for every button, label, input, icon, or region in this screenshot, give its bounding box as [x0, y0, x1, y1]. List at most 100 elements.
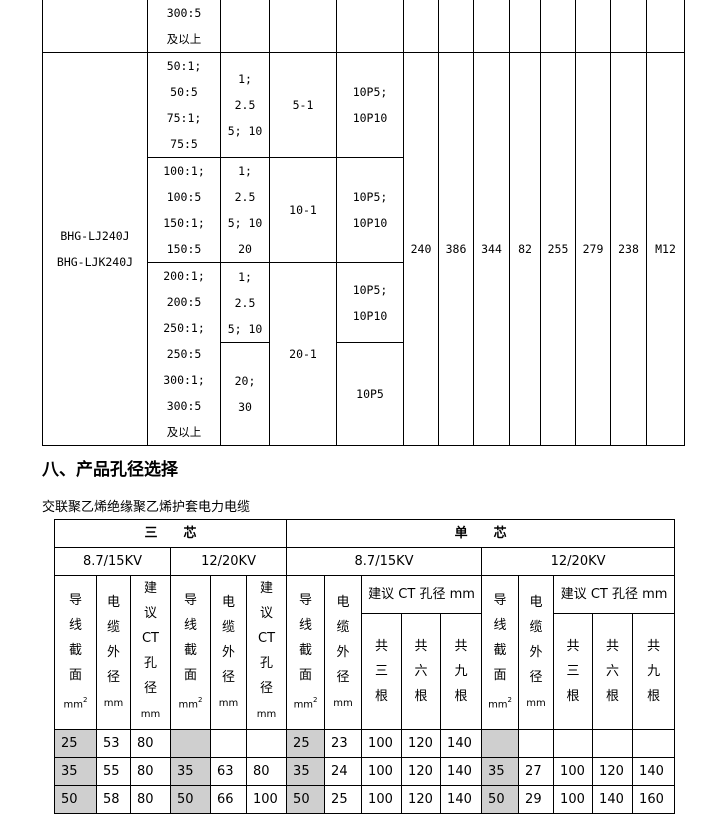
dim-cell: 255 — [540, 52, 576, 446]
ratio-cell: 100:1; 100:5 150:1; 150:5 — [147, 157, 221, 263]
dim-cell: 82 — [509, 52, 541, 446]
ct-hole-header: 建 议 CT 孔 径 mm — [245, 575, 288, 730]
hole-selection-table: 三 芯 单 芯 8.7/15KV 12/20KV 8.7/15KV 12/20K… — [53, 519, 676, 814]
superscript: 2 — [198, 695, 203, 704]
model-cell: BHG-LJ240J BHG-LJK240J — [42, 52, 148, 446]
header-label: 导 线 截 面 — [299, 592, 313, 683]
table-cell — [170, 729, 211, 758]
kv-header: 8.7/15KV — [54, 547, 171, 576]
table-cell: 35 — [54, 757, 97, 786]
superscript: 2 — [313, 695, 318, 704]
table-cell — [518, 729, 555, 758]
table-cell: 80 — [130, 785, 171, 814]
table-cell: 100 — [361, 757, 403, 786]
table-cell: 27 — [518, 757, 555, 786]
table-cell: 120 — [401, 729, 442, 758]
unit: mm — [218, 697, 239, 709]
table-cell: 160 — [632, 785, 676, 814]
cable-count-header: 共 九 根 — [632, 613, 676, 730]
cable-count-header: 共 六 根 — [401, 613, 442, 730]
table-cell: 140 — [632, 757, 676, 786]
table-cell: 23 — [324, 729, 363, 758]
subtitle: 交联聚乙烯绝缘聚乙烯护套电力电缆 — [42, 500, 251, 515]
table-row: 50 58 80 50 66 100 50 25 100 120 140 50 29 100 140 160 — [54, 785, 676, 814]
table-cell: 50 — [170, 785, 211, 814]
table-cell: 35 — [170, 757, 211, 786]
cable-count-header: 共 三 根 — [361, 613, 403, 730]
unit: mm — [488, 699, 508, 711]
va-cell: 20; 30 — [220, 342, 270, 446]
table-cell: 25 — [324, 785, 363, 814]
cable-count-header: 共 六 根 — [592, 613, 634, 730]
cable-count-header: 共 九 根 — [440, 613, 483, 730]
header-label: 共 六 根 — [606, 639, 620, 704]
cable-diameter-header: 电 缆 外 径 mm — [324, 575, 363, 730]
dim-cell: 344 — [473, 52, 510, 446]
header-label: 共 三 根 — [375, 639, 389, 704]
va-cell: 1; 2.5 5; 10 — [220, 261, 270, 344]
ct-hole-header: 建议 CT 孔径 mm — [553, 575, 676, 614]
conductor-area-header: 导 线 截 面 mm2 — [54, 575, 97, 730]
header-label: 共 六 根 — [414, 639, 428, 704]
table-cell — [632, 729, 676, 758]
class-cell: 10P5; 10P10 — [336, 157, 404, 263]
table-cell — [210, 729, 247, 758]
header-label: 电 缆 外 径 — [106, 594, 120, 685]
table-cell: 53 — [96, 729, 131, 758]
table-cell: 25 — [54, 729, 97, 758]
ratio-cell: 200:1; 200:5 250:1; 250:5 300:1; 300:5 及… — [147, 262, 221, 446]
table-cell — [481, 729, 520, 758]
superscript: 2 — [83, 695, 88, 704]
ct-spec-table: 300:5 及以上 BHG-LJ240J BHG-LJK240J 50:1; 5… — [42, 0, 685, 446]
table-row: 25 53 80 25 23 100 120 140 — [54, 729, 676, 758]
header-label: 导 线 截 面 — [68, 592, 82, 683]
ratio-cell: 300:5 及以上 — [147, 0, 221, 53]
cable-diameter-header: 电 缆 外 径 mm — [210, 575, 247, 730]
table-cell: 24 — [324, 757, 363, 786]
class-cell: 10P5 — [336, 342, 404, 446]
table-cell: 100 — [361, 785, 403, 814]
unit: mm — [63, 699, 83, 711]
va-cell: 1; 2.5 5; 10 — [220, 52, 270, 158]
table-cell: 80 — [130, 757, 171, 786]
conductor-area-header: 导 线 截 面 mm2 — [170, 575, 211, 730]
header-label: 导 线 截 面 — [493, 592, 507, 683]
table-cell: 25 — [286, 729, 326, 758]
header-label: 共 九 根 — [454, 639, 468, 704]
accuracy-cell: 20-1 — [269, 262, 337, 446]
table-cell: 50 — [481, 785, 520, 814]
table-cell: 100 — [245, 785, 288, 814]
table-cell: 66 — [210, 785, 247, 814]
single-core-header: 单 芯 — [286, 519, 676, 548]
unit: mm — [333, 697, 353, 709]
table-cell: 140 — [440, 757, 483, 786]
header-label: 建 议 CT 孔 径 — [258, 581, 276, 696]
class-cell: 10P5; 10P10 — [336, 52, 404, 158]
header-label: 电 缆 外 径 — [221, 594, 235, 685]
table-cell: 50 — [54, 785, 97, 814]
table-cell: 35 — [286, 757, 326, 786]
dim-cell: 279 — [575, 52, 611, 446]
class-cell: 10P5; 10P10 — [336, 261, 404, 344]
unit: mm — [178, 699, 198, 711]
cable-diameter-header: 电 缆 外 径 mm — [96, 575, 131, 730]
cell — [42, 0, 148, 53]
table-cell: 80 — [130, 729, 171, 758]
cable-diameter-header: 电 缆 外 径 mm — [518, 575, 555, 730]
va-cell: 1; 2.5 5; 10 20 — [220, 157, 270, 263]
kv-header: 12/20KV — [169, 547, 288, 576]
accuracy-cell: 5-1 — [269, 52, 337, 158]
ct-hole-header: 建议 CT 孔径 mm — [361, 575, 483, 614]
header-label: 导 线 截 面 — [183, 592, 197, 683]
header-label: 建 议 CT 孔 径 — [141, 581, 160, 696]
dim-cell: 386 — [438, 52, 474, 446]
unit: mm — [103, 697, 124, 709]
ratio-cell: 50:1; 50:5 75:1; 75:5 — [147, 52, 221, 158]
cable-count-header: 共 三 根 — [553, 613, 594, 730]
kv-header: 8.7/15KV — [286, 547, 483, 576]
header-label: 共 三 根 — [566, 639, 580, 704]
table-cell: 100 — [553, 785, 594, 814]
table-cell: 55 — [96, 757, 131, 786]
header-label: 电 缆 外 径 — [336, 594, 350, 685]
dim-cell: 240 — [403, 52, 439, 446]
